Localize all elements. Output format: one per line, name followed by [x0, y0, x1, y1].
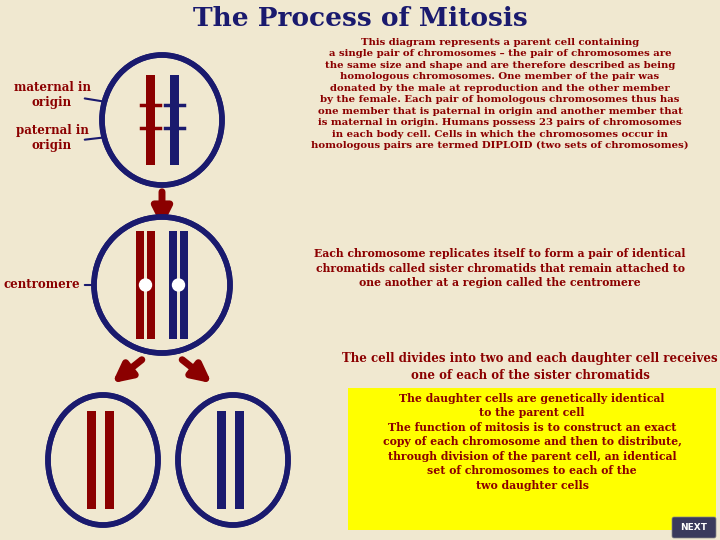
Bar [169, 231, 177, 339]
Bar [348, 388, 716, 530]
Text: The daughter cells are genetically identical
to the parent cell
The function of : The daughter cells are genetically ident… [382, 393, 681, 490]
Text: centromere: centromere [4, 279, 81, 292]
Circle shape [173, 279, 184, 291]
Circle shape [140, 279, 151, 291]
Text: paternal in
origin: paternal in origin [16, 124, 89, 152]
Text: NEXT: NEXT [680, 523, 708, 532]
Text: This diagram represents a parent cell containing
a single pair of chromosomes – : This diagram represents a parent cell co… [311, 38, 689, 150]
Bar [136, 231, 144, 339]
Ellipse shape [102, 55, 222, 185]
Bar [217, 411, 225, 509]
Text: Each chromosome replicates itself to form a pair of identical
chromatids called : Each chromosome replicates itself to for… [314, 248, 685, 288]
Bar [86, 411, 96, 509]
Bar [145, 75, 155, 165]
Ellipse shape [178, 395, 288, 525]
Bar [147, 231, 155, 339]
Text: The cell divides into two and each daughter cell receives
one of each of the sis: The cell divides into two and each daugh… [342, 352, 718, 382]
Text: The Process of Mitosis: The Process of Mitosis [193, 5, 527, 30]
FancyBboxPatch shape [672, 517, 716, 538]
Ellipse shape [48, 395, 158, 525]
Bar [169, 75, 179, 165]
Bar [180, 231, 188, 339]
Text: maternal in
origin: maternal in origin [14, 81, 91, 109]
Bar [235, 411, 243, 509]
Bar [104, 411, 114, 509]
Ellipse shape [94, 217, 230, 353]
